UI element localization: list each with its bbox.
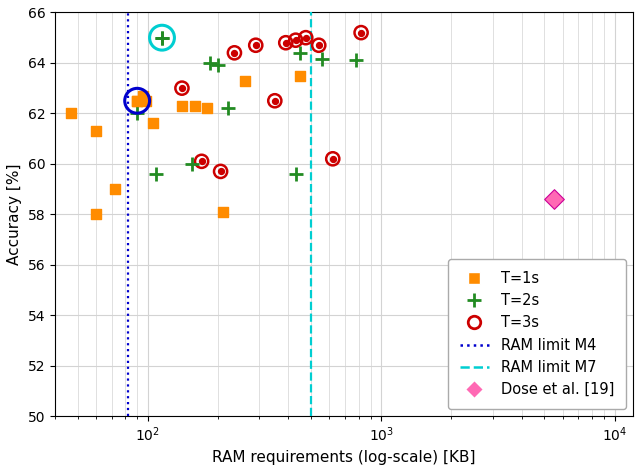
Point — [351, 57, 361, 64]
Point — [269, 97, 280, 104]
Point — [328, 155, 338, 162]
Point — [141, 97, 151, 104]
Point — [301, 34, 311, 42]
Point — [91, 211, 101, 218]
X-axis label: RAM requirements (log-scale) [KB]: RAM requirements (log-scale) [KB] — [212, 450, 476, 465]
Point — [148, 120, 158, 127]
Point — [177, 84, 187, 92]
Point — [177, 84, 187, 92]
Point — [281, 39, 291, 47]
Point — [216, 168, 226, 175]
Point — [295, 72, 305, 79]
Point — [269, 97, 280, 104]
Point — [251, 42, 261, 49]
Point — [109, 185, 120, 193]
Point — [281, 39, 291, 47]
Point — [132, 97, 142, 104]
Point — [291, 36, 301, 44]
Point — [216, 168, 226, 175]
Point — [317, 55, 328, 63]
Point — [291, 36, 301, 44]
Legend: T=1s, T=2s, T=3s, RAM limit M4, RAM limit M7, Dose et al. [19]: T=1s, T=2s, T=3s, RAM limit M4, RAM limi… — [448, 259, 626, 409]
Point — [301, 34, 311, 42]
Point — [187, 160, 197, 168]
Point — [218, 208, 228, 216]
Point — [150, 170, 161, 178]
Point — [190, 102, 200, 110]
Point — [202, 105, 212, 112]
Point — [356, 29, 366, 36]
Point — [223, 105, 233, 112]
Point — [66, 110, 76, 117]
Point — [229, 49, 239, 57]
Point — [177, 102, 187, 110]
Point — [356, 29, 366, 36]
Point — [132, 97, 142, 104]
Point — [213, 62, 223, 69]
Point — [196, 158, 207, 165]
Y-axis label: Accuracy [%]: Accuracy [%] — [7, 164, 22, 265]
Point — [132, 110, 142, 117]
Point — [196, 158, 207, 165]
Point — [205, 59, 215, 67]
Point — [314, 42, 324, 49]
Point — [314, 42, 324, 49]
Point — [157, 34, 167, 42]
Point — [549, 195, 559, 203]
Point — [239, 77, 250, 84]
Point — [132, 97, 142, 104]
Point — [157, 34, 167, 42]
Point — [295, 49, 305, 57]
Point — [328, 155, 338, 162]
Point — [251, 42, 261, 49]
Point — [157, 34, 167, 42]
Point — [138, 92, 148, 100]
Point — [91, 127, 101, 135]
Point — [291, 170, 301, 178]
Point — [229, 49, 239, 57]
